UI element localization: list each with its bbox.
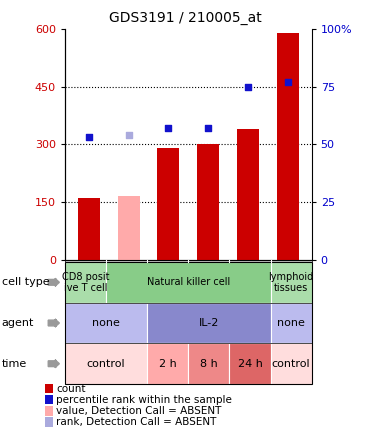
Text: IL-2: IL-2 (198, 318, 219, 328)
Bar (157, 148, 179, 260)
Text: value, Detection Call = ABSENT: value, Detection Call = ABSENT (56, 406, 222, 416)
Point (86, 134, 92, 141)
Text: percentile rank within the sample: percentile rank within the sample (56, 395, 232, 404)
Text: agent: agent (2, 318, 34, 328)
Text: none: none (92, 318, 120, 328)
Bar (78, 198, 100, 260)
Text: lymphoid
tissues: lymphoid tissues (269, 272, 314, 293)
Text: CD8 posit
ive T cell: CD8 posit ive T cell (62, 272, 109, 293)
Text: cell type: cell type (2, 278, 49, 287)
Text: rank, Detection Call = ABSENT: rank, Detection Call = ABSENT (56, 417, 217, 427)
Point (205, 125, 211, 132)
Text: time: time (2, 359, 27, 369)
Text: control: control (272, 359, 311, 369)
Bar (118, 196, 139, 260)
Text: Natural killer cell: Natural killer cell (147, 278, 230, 287)
Point (165, 125, 171, 132)
Bar (277, 33, 299, 260)
Text: 2 h: 2 h (159, 359, 177, 369)
Text: 8 h: 8 h (200, 359, 218, 369)
Text: GDS3191 / 210005_at: GDS3191 / 210005_at (109, 11, 262, 25)
Text: count: count (56, 384, 86, 393)
Text: none: none (277, 318, 305, 328)
Bar (197, 144, 219, 260)
Text: 24 h: 24 h (237, 359, 262, 369)
Text: control: control (87, 359, 125, 369)
Point (285, 79, 291, 86)
Point (126, 131, 132, 139)
Bar (237, 129, 259, 260)
Point (245, 83, 251, 90)
